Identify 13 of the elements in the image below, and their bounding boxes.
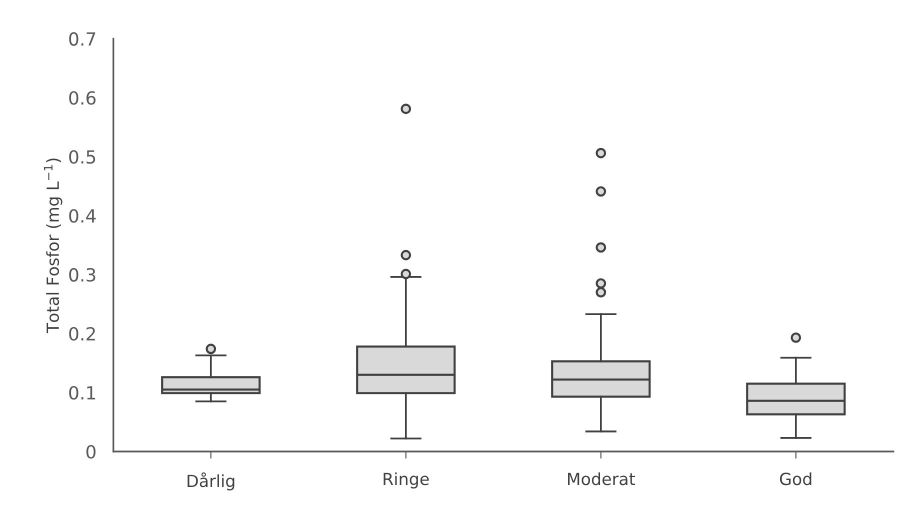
x-tick-label: Dårlig	[188, 472, 234, 490]
x-tick-label: God	[780, 472, 812, 486]
y-tick-label: 0.1	[69, 386, 96, 400]
y-axis-title: Total Fosfor (mg L$^{−1}$)	[44, 158, 62, 334]
y-tick-label: 0.5	[69, 150, 96, 164]
y-tick-label: 0.6	[69, 91, 96, 105]
y-tick-label: 0.2	[69, 327, 95, 341]
x-tick-label: Moderat	[568, 472, 635, 486]
y-tick-label: 0.4	[69, 209, 96, 223]
y-tick-label: 0.3	[69, 268, 96, 282]
y-tick-label: 0	[86, 444, 96, 459]
x-tick-label: Ringe	[384, 472, 429, 488]
y-tick-label: 0.7	[69, 32, 96, 46]
